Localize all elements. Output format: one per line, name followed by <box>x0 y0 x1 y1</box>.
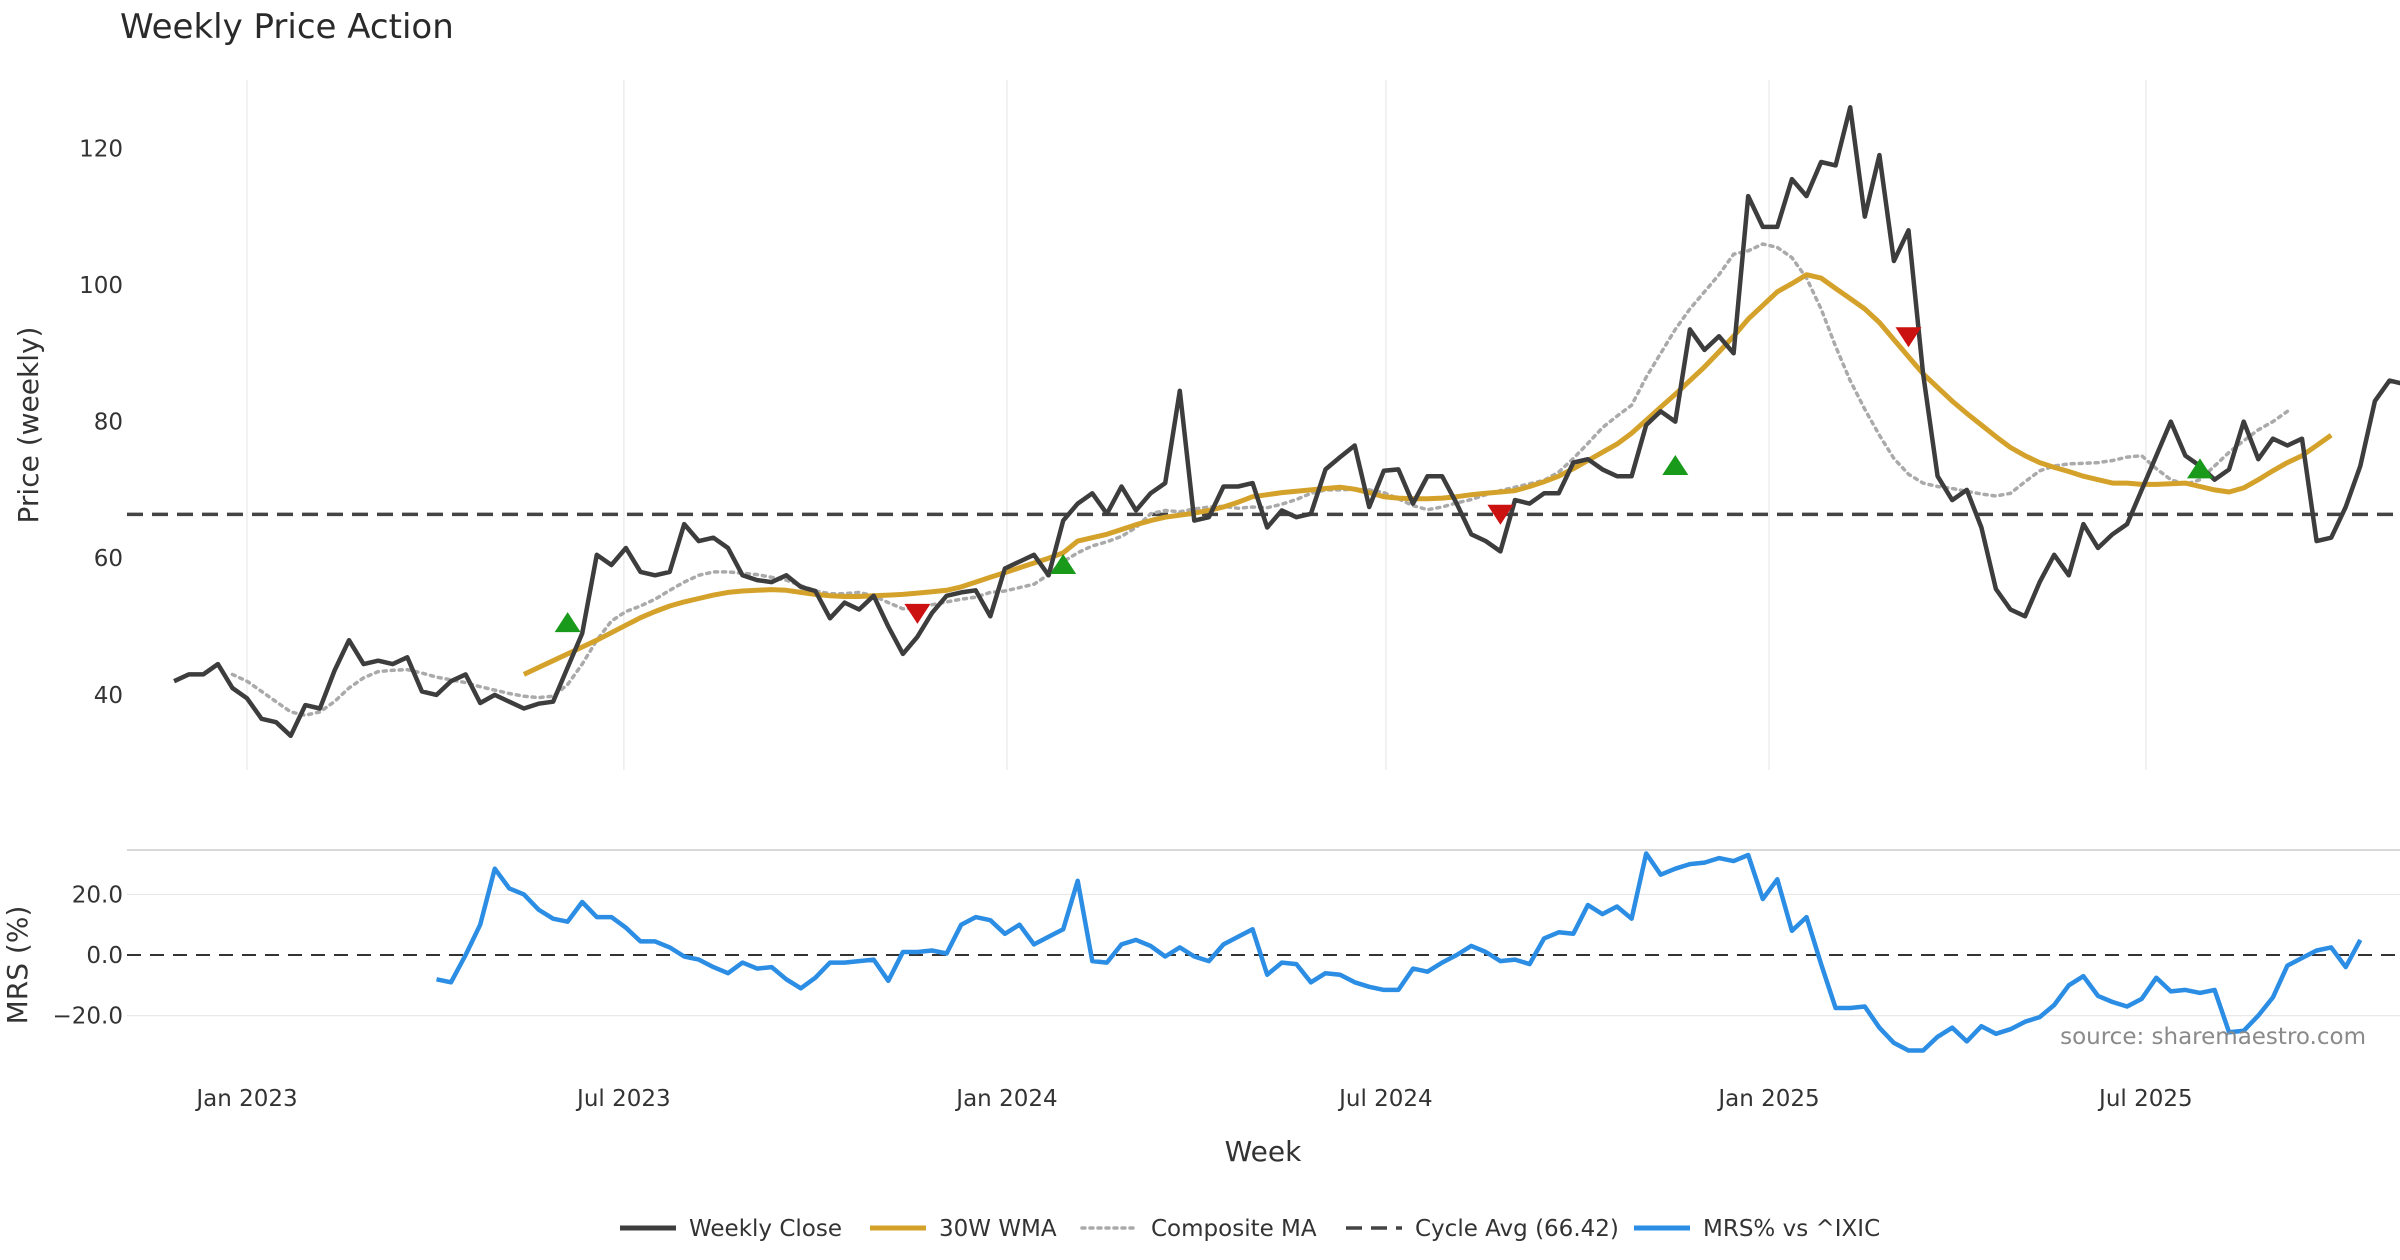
mrs-y-tick-label: 20.0 <box>72 882 123 908</box>
legend-label: Cycle Avg (66.42) <box>1415 1216 1619 1242</box>
sell-signal-marker <box>904 603 931 624</box>
wma-30w-line <box>522 272 2333 677</box>
x-tick-label: Jul 2023 <box>575 1086 671 1112</box>
legend-label: Weekly Close <box>689 1216 842 1242</box>
source-note: source: sharemaestro.com <box>2060 1024 2366 1050</box>
legend-label: MRS% vs ^IXIC <box>1703 1216 1880 1242</box>
sell-signal-marker <box>1487 504 1514 525</box>
price-plot-area <box>127 105 2400 739</box>
composite-ma-line <box>230 242 2290 718</box>
weekly-close-line <box>173 105 2400 739</box>
mrs-y-axis-label: MRS (%) <box>1 906 34 1025</box>
mrs-grid: 20.0 0.0 −20.0 <box>53 882 2400 1030</box>
mrs-plot-area <box>127 851 2400 1053</box>
x-tick-label: Jan 2023 <box>194 1086 297 1112</box>
price-y-tick-label: 80 <box>94 410 123 436</box>
chart-title: Weekly Price Action <box>120 7 454 47</box>
price-y-axis-label: Price (weekly) <box>12 327 45 524</box>
buy-signal-marker <box>2186 458 2213 479</box>
price-grid: 40 60 80 100 120 <box>79 80 2147 770</box>
x-axis-label: Week <box>1225 1135 1302 1168</box>
buy-signal-marker <box>1050 554 1077 575</box>
price-y-tick-label: 100 <box>79 273 123 299</box>
x-axis-ticks: Jan 2023 Jul 2023 Jan 2024 Jul 2024 Jan 2025… <box>194 1086 2192 1112</box>
buy-signal-marker <box>1662 454 1689 475</box>
mrs-y-tick-label: −20.0 <box>53 1004 123 1030</box>
mrs-line <box>436 851 2363 1053</box>
mrs-y-tick-label: 0.0 <box>86 943 123 969</box>
x-tick-label: Jul 2025 <box>2097 1086 2193 1112</box>
chart-legend: Weekly Close 30W WMA Composite MA Cycle Avg… <box>620 1216 1880 1242</box>
x-tick-label: Jan 2024 <box>954 1086 1057 1112</box>
sell-signal-marker <box>1895 327 1922 348</box>
price-y-tick-label: 120 <box>79 136 123 162</box>
buy-signal-marker <box>554 612 581 633</box>
legend-label: Composite MA <box>1151 1216 1317 1242</box>
x-tick-label: Jul 2024 <box>1337 1086 1433 1112</box>
price-y-tick-label: 60 <box>94 546 123 572</box>
x-tick-label: Jan 2025 <box>1716 1086 1819 1112</box>
legend-label: 30W WMA <box>939 1216 1057 1242</box>
price-y-tick-label: 40 <box>94 683 123 709</box>
